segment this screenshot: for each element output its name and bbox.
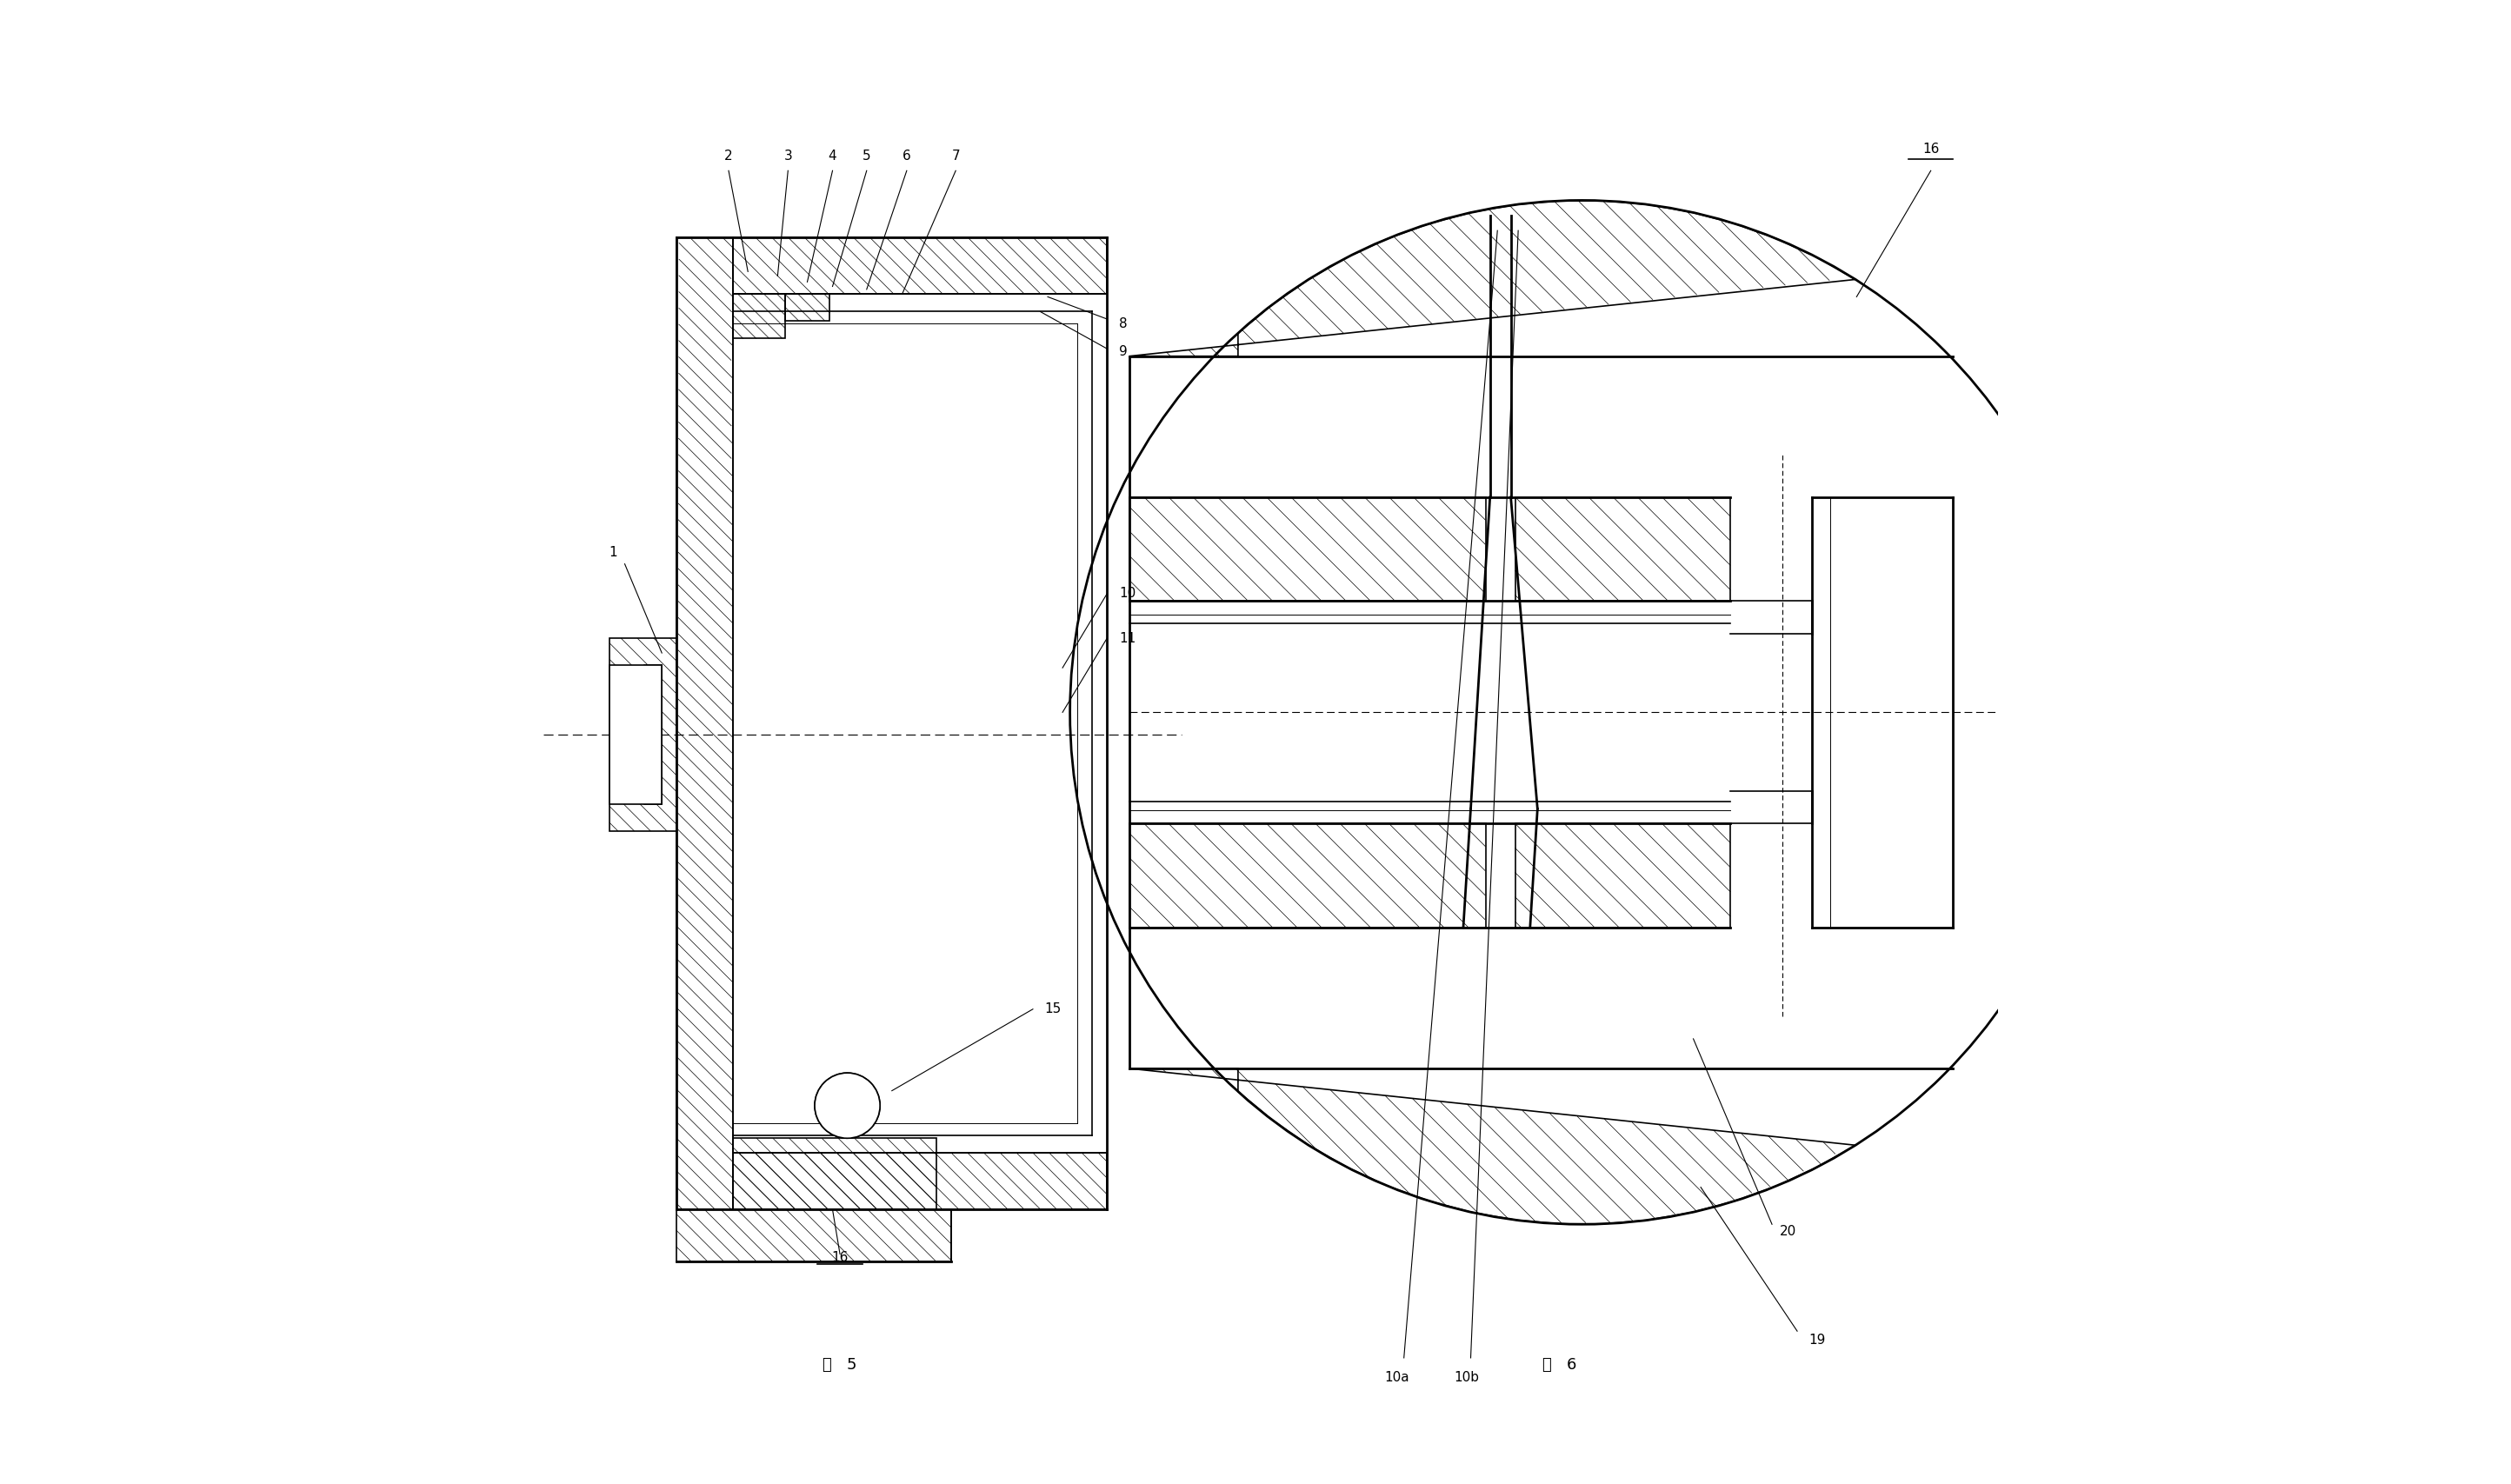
Text: 6: 6 xyxy=(901,150,911,162)
Text: 图   5: 图 5 xyxy=(824,1358,856,1373)
Text: 2: 2 xyxy=(726,150,733,162)
Text: 16: 16 xyxy=(1923,142,1938,156)
Text: 10: 10 xyxy=(1120,588,1135,600)
Text: 8: 8 xyxy=(1120,318,1127,329)
Text: 15: 15 xyxy=(1045,1003,1062,1015)
Text: 5: 5 xyxy=(861,150,871,162)
Text: 10b: 10b xyxy=(1454,1371,1479,1383)
Text: 16: 16 xyxy=(831,1251,849,1264)
Text: 9: 9 xyxy=(1120,346,1127,358)
Text: 图   6: 图 6 xyxy=(1542,1358,1577,1373)
Text: 10a: 10a xyxy=(1384,1371,1409,1383)
Text: 11: 11 xyxy=(1120,632,1135,644)
Text: 3: 3 xyxy=(783,150,793,162)
Bar xyxy=(610,665,663,804)
Text: 4: 4 xyxy=(829,150,836,162)
Text: 7: 7 xyxy=(952,150,959,162)
Circle shape xyxy=(814,1073,879,1138)
Text: 19: 19 xyxy=(1808,1334,1825,1346)
Text: 1: 1 xyxy=(608,546,618,558)
Text: 20: 20 xyxy=(1780,1226,1795,1238)
